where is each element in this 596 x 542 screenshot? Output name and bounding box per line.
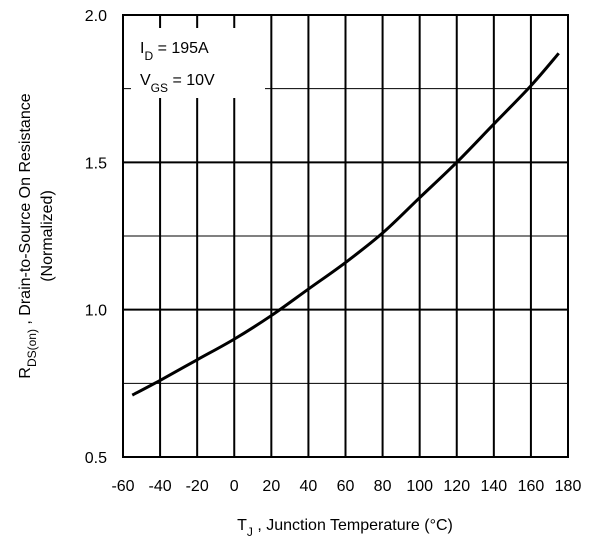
x-tick-label: -20 [186, 478, 209, 495]
x-tick-label: 60 [337, 478, 355, 495]
x-tick-label: 180 [555, 478, 582, 495]
y-axis-ticks: 0.5 1.0 1.5 2.0 [85, 8, 107, 467]
x-tick-label: -40 [149, 478, 172, 495]
x-tick-label: 80 [374, 478, 392, 495]
x-tick-label: 160 [518, 478, 545, 495]
y-tick-label: 2.0 [85, 8, 107, 25]
annotation-vgs: VGS = 10V [140, 72, 215, 95]
y-tick-label: 0.5 [85, 450, 107, 467]
y-tick-label: 1.0 [85, 303, 107, 320]
y-tick-label: 1.5 [85, 155, 107, 172]
series-line [131, 52, 560, 397]
x-tick-label: 0 [230, 478, 239, 495]
x-axis-label: TJ , Junction Temperature (°C) [237, 517, 453, 539]
x-tick-label: 40 [300, 478, 318, 495]
x-tick-label: 140 [480, 478, 507, 495]
gridlines [123, 15, 568, 457]
y-axis-label-line2: (Normalized) [39, 190, 56, 282]
x-tick-label: 120 [443, 478, 470, 495]
x-tick-label: 20 [262, 478, 280, 495]
y-axis-label: RDS(on) , Drain-to-Source On Resistance [17, 93, 39, 378]
annotation-background [131, 28, 265, 98]
x-tick-label: -60 [111, 478, 134, 495]
x-tick-label: 100 [406, 478, 433, 495]
x-axis-ticks: -60 -40 -20 0 20 40 60 80 100 120 140 160 180 [111, 478, 581, 495]
annotation-id: ID = 195A [140, 40, 209, 63]
